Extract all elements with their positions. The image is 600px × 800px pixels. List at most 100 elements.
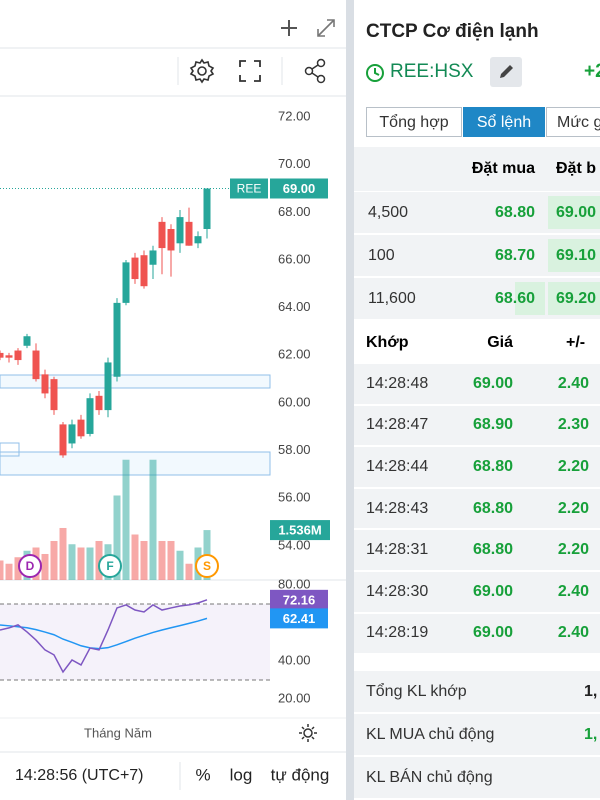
candle-body [95,395,103,411]
tab[interactable]: Mức g [546,107,600,137]
volume-bar [185,563,193,580]
symbol-tag-bg [230,178,268,199]
trade-price: 68.80 [472,499,513,517]
y-tick-label: 54.00 [278,537,311,552]
event-label: D [26,559,35,573]
percent-toggle[interactable]: % [195,765,210,784]
volume-bar [0,560,4,580]
rsi-tick-label: 40.00 [278,652,311,667]
clock: 14:28:56 (UTC+7) [15,767,144,784]
trade-price: 68.90 [472,416,513,434]
chart-panel: 20.00 40.00 80.00 54.00 56.00 58.00 60.00 62.00… [0,19,346,790]
candle-body [149,250,157,265]
trades-header: Khớp Giá +/- [354,322,600,364]
candle-body [59,424,67,456]
log-toggle[interactable]: log [230,765,253,784]
share-button[interactable] [304,58,326,84]
event[interactable]: F [98,554,122,578]
candle-body [194,236,202,244]
add-button[interactable] [281,20,297,36]
fullscreen-button[interactable] [239,60,261,82]
volume-bar [50,540,58,580]
book-row: 4,500 68.80 69.00 [354,192,600,235]
candle-body [32,350,40,380]
expand-button[interactable] [317,19,335,37]
trade-row: 14:28:43 68.80 2.20 [354,488,600,531]
bid-volume: 11,600 [368,289,416,307]
summary-row: Tổng KL khớp 1, [354,671,600,714]
company-name: CTCP Cơ điện lạnh [366,21,539,42]
volume-bar [131,534,139,580]
y-tick-label: 56.00 [278,490,311,505]
ask-header: Đặt b [556,160,596,177]
trade-price: 69.00 [472,582,513,600]
volume-bar [95,540,103,580]
candle-body [158,221,166,249]
zone [0,374,271,389]
splitter[interactable] [346,0,354,800]
candle-body [77,419,85,437]
depth-bar [548,196,600,229]
candle-body [104,362,112,411]
rsi-tag: 72.16 [283,592,316,607]
trade-row: 14:28:48 69.00 2.40 [354,364,600,406]
bid-volume: 4,500 [368,203,409,221]
trade-change: 2.40 [557,624,589,642]
trade-row: 14:28:31 68.80 2.20 [354,530,600,572]
depth-bar [548,282,600,315]
trade-time: 14:28:19 [366,624,429,642]
volume-bar [41,553,49,580]
depth-bar [515,282,545,315]
book-header: Đặt mua Đặt b [354,147,600,191]
x-axis-label: Tháng Năm [84,725,152,740]
trade-change: 2.40 [557,374,589,392]
price-header: Giá [487,334,513,351]
ask-price: 69.20 [556,289,597,307]
summary-label: Tổng KL khớp [366,682,467,700]
y-tick-label: 70.00 [278,156,311,171]
summary-row: KL MUA chủ động 1, [354,714,600,757]
volume-bar [167,540,175,580]
tab-active[interactable]: Sổ lệnh [463,107,545,137]
volume-bar [149,459,157,580]
volume-bar [140,540,148,580]
trade-time: 14:28:43 [366,499,429,517]
book-row: 11,600 68.60 69.20 [354,278,600,321]
candle-body [185,221,193,246]
bid-price: 68.60 [494,289,535,307]
event[interactable]: S [195,554,219,578]
volume-bar [59,527,67,580]
event[interactable]: D [18,554,42,578]
axis-settings[interactable] [299,724,317,742]
volume-bar [68,544,76,580]
summary-label: KL BÁN chủ động [366,768,493,786]
overlay: REE 69.00 1.536M 72.16 62.41 [0,178,330,629]
trade-row: 14:28:44 68.80 2.20 [354,447,600,489]
y-tick-label: 72.00 [278,108,311,123]
candle-body [68,424,76,444]
trade-time: 14:28:47 [366,416,429,434]
bid-price: 68.80 [494,203,535,221]
auto-toggle[interactable]: tự động [271,765,330,784]
candle-body [14,350,22,361]
volume-bar [158,540,166,580]
y-tick-label: 62.00 [278,347,311,362]
rsi-ma-tag-bg [270,608,328,629]
time-header: Khớp [366,334,409,351]
y-tick-label: 60.00 [278,394,311,409]
candle-body [86,398,94,434]
trade-row: 14:28:19 69.00 2.40 [354,613,600,656]
volume-bar [176,550,184,580]
volume-tag-bg [270,520,330,541]
symbol-tag: REE [237,182,262,196]
settings-button[interactable] [189,58,215,84]
candle-body [140,255,148,287]
tab[interactable]: Tổng hợp [366,107,462,137]
symbol[interactable]: REE:HSX [390,61,474,82]
candle-body [203,188,211,230]
candle-body [167,229,175,251]
rsi-tag-bg [270,589,328,610]
candle-body [113,302,121,377]
candle-body [0,352,4,358]
edit-button[interactable] [490,57,522,87]
